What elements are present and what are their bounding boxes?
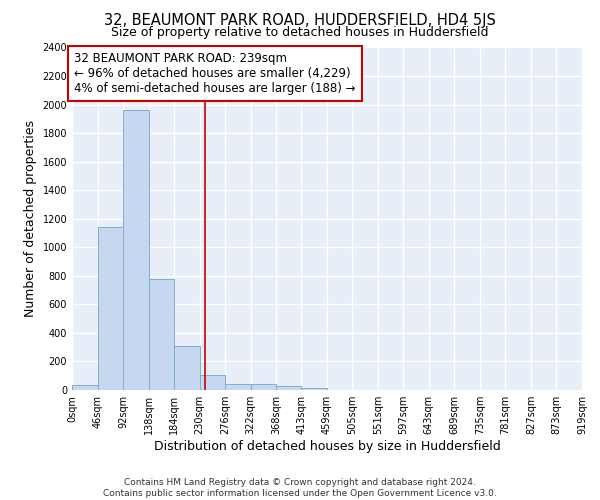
Text: Contains HM Land Registry data © Crown copyright and database right 2024.
Contai: Contains HM Land Registry data © Crown c… bbox=[103, 478, 497, 498]
X-axis label: Distribution of detached houses by size in Huddersfield: Distribution of detached houses by size … bbox=[154, 440, 500, 453]
Bar bbox=[149, 278, 174, 390]
Bar bbox=[225, 384, 251, 390]
Y-axis label: Number of detached properties: Number of detached properties bbox=[24, 120, 37, 318]
Bar bbox=[174, 346, 200, 390]
Text: Size of property relative to detached houses in Huddersfield: Size of property relative to detached ho… bbox=[111, 26, 489, 39]
Bar bbox=[98, 228, 123, 390]
Bar bbox=[251, 384, 276, 390]
Bar bbox=[276, 386, 301, 390]
Bar bbox=[200, 375, 225, 390]
Text: 32, BEAUMONT PARK ROAD, HUDDERSFIELD, HD4 5JS: 32, BEAUMONT PARK ROAD, HUDDERSFIELD, HD… bbox=[104, 12, 496, 28]
Bar bbox=[123, 110, 149, 390]
Text: 32 BEAUMONT PARK ROAD: 239sqm
← 96% of detached houses are smaller (4,229)
4% of: 32 BEAUMONT PARK ROAD: 239sqm ← 96% of d… bbox=[74, 52, 356, 95]
Bar bbox=[72, 385, 98, 390]
Bar bbox=[301, 388, 327, 390]
